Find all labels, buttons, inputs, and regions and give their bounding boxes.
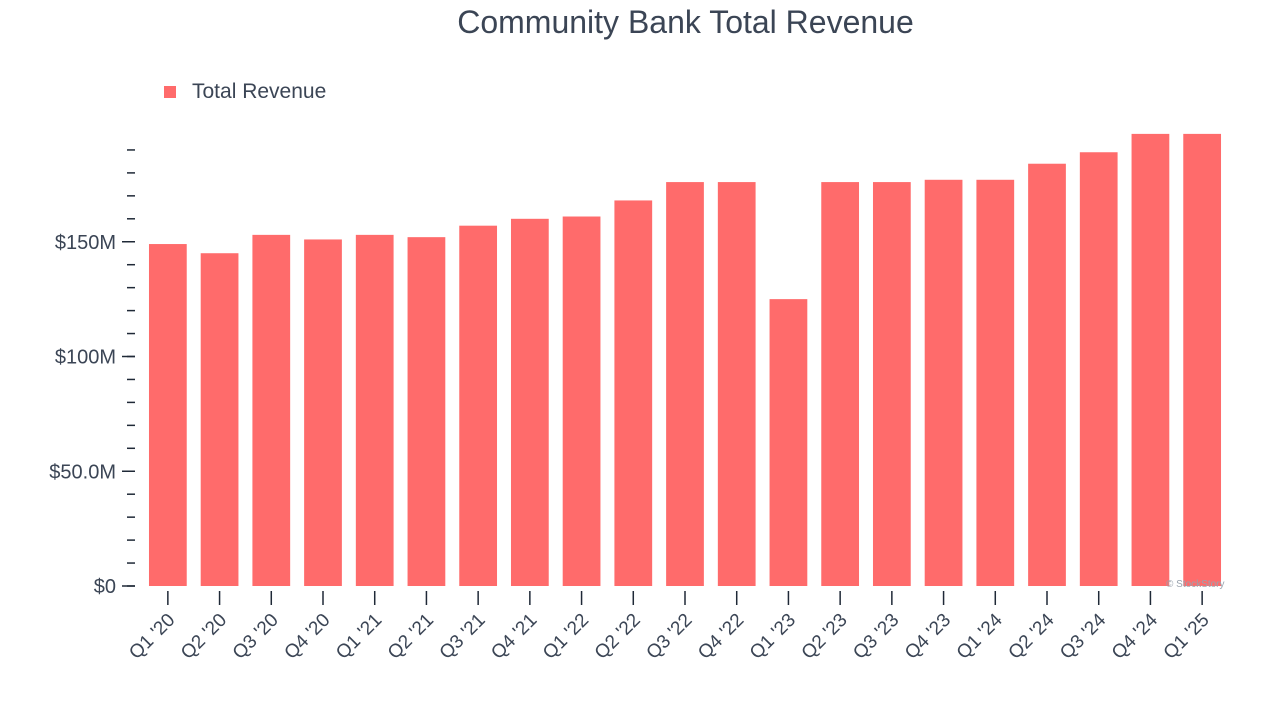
x-tick-label: Q1 '23 bbox=[746, 610, 800, 664]
legend: Total Revenue bbox=[164, 80, 326, 104]
x-tick-label: Q1 '24 bbox=[953, 609, 1007, 663]
x-tick-label: Q3 '22 bbox=[643, 610, 697, 664]
bar bbox=[666, 182, 704, 586]
x-tick-label: Q1 '22 bbox=[539, 610, 593, 664]
bar bbox=[1131, 133, 1170, 586]
chart-title: Community Bank Total Revenue bbox=[457, 4, 914, 40]
bars bbox=[148, 133, 1222, 587]
x-tick-label: Q2 '24 bbox=[1005, 609, 1059, 663]
x-tick-label: Q3 '21 bbox=[436, 610, 490, 664]
x-tick-label: Q4 '24 bbox=[1108, 609, 1162, 663]
legend-label: Total Revenue bbox=[192, 80, 327, 103]
bar bbox=[1079, 152, 1118, 586]
y-axis: $0 $50.0M $100M $150M bbox=[49, 149, 135, 598]
x-tick-label: Q2 '20 bbox=[177, 610, 231, 664]
bar bbox=[614, 200, 653, 586]
y-tick-label: $50.0M bbox=[49, 461, 116, 483]
x-tick-label: Q2 '23 bbox=[798, 610, 852, 664]
bar bbox=[252, 234, 291, 587]
bar bbox=[148, 244, 187, 587]
x-tick-label: Q4 '22 bbox=[694, 610, 748, 664]
y-tick-label: $100M bbox=[55, 347, 116, 369]
bar bbox=[821, 182, 860, 586]
x-tick-label: Q4 '21 bbox=[487, 610, 541, 664]
x-tick-label: Q1 '25 bbox=[1160, 610, 1214, 664]
bar bbox=[459, 225, 498, 586]
bar bbox=[1028, 163, 1066, 586]
x-tick-label: Q1 '21 bbox=[332, 610, 386, 664]
bar bbox=[1183, 133, 1222, 586]
bar bbox=[562, 216, 601, 586]
bar bbox=[924, 179, 963, 586]
bar bbox=[304, 239, 342, 586]
y-tick-label: $150M bbox=[55, 232, 116, 254]
x-tick-label: Q3 '20 bbox=[229, 610, 283, 664]
bar bbox=[976, 179, 1015, 586]
x-tick-label: Q2 '22 bbox=[591, 610, 645, 664]
x-tick-label: Q4 '20 bbox=[281, 610, 335, 664]
x-tick-label: Q3 '24 bbox=[1056, 609, 1110, 663]
x-tick-label: Q1 '20 bbox=[125, 610, 179, 664]
bar bbox=[769, 299, 808, 586]
bar bbox=[872, 182, 911, 586]
bar bbox=[510, 218, 549, 587]
bar bbox=[355, 234, 394, 587]
x-tick-label: Q2 '21 bbox=[384, 610, 438, 664]
x-tick-label: Q3 '23 bbox=[849, 610, 903, 664]
y-tick-label: $0 bbox=[94, 576, 116, 598]
legend-swatch bbox=[164, 86, 176, 98]
x-tick-label: Q4 '23 bbox=[901, 610, 955, 664]
watermark: © StockStory bbox=[1166, 579, 1225, 590]
bar bbox=[200, 253, 239, 586]
bar bbox=[407, 237, 446, 586]
bar bbox=[717, 182, 756, 586]
